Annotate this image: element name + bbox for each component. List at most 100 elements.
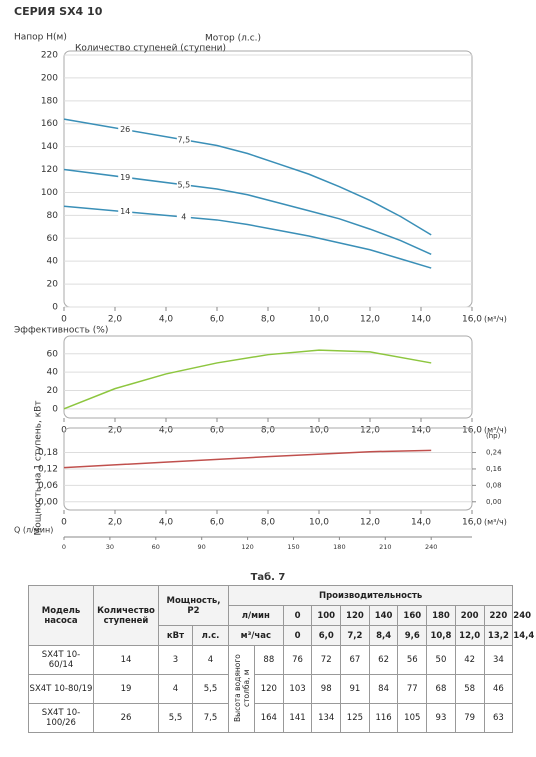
table-cell: 180 (426, 605, 456, 626)
table-cell: 9,6 (397, 625, 428, 646)
table-cell: 63 (483, 703, 514, 733)
table-cell: 116 (368, 703, 399, 733)
table-row: SX4T 10-80/19 19 4 5,5 120 103 98 91 84 77 68 58 46 (28, 674, 514, 704)
table-cell: 5,5 (158, 703, 193, 733)
table-cell: 140 (368, 605, 399, 626)
x-tick-label: 10,0 (309, 315, 329, 325)
table-cell: 0 (282, 625, 313, 646)
x2-tick-label: 30 (106, 543, 114, 551)
stages-label: 26 (120, 125, 130, 134)
table-cell: 6,0 (311, 625, 342, 646)
table-cell: 42 (454, 645, 485, 675)
motor-title: Мотор (л.с.) (205, 34, 261, 44)
table-cell: SX4T 10-100/26 (28, 703, 94, 733)
table-cell: 134 (311, 703, 342, 733)
y-tick-label: 20 (47, 280, 59, 290)
table-cell: 50 (426, 645, 456, 675)
y2-tick-label: 0,08 (486, 481, 502, 489)
stages-title: Количество ступеней (ступени) (75, 44, 226, 54)
x-tick-label: 16,0 (462, 518, 482, 528)
table-cell: 7,2 (340, 625, 370, 646)
y-tick-label: 60 (47, 234, 59, 244)
y-tick-label: 180 (41, 96, 58, 106)
x-tick-label: 14,0 (411, 426, 431, 436)
spec-table: Модель насоса Количество ступеней Мощность… (28, 585, 534, 733)
y-axis-label: Эффективность (%) (14, 326, 108, 336)
x2-tick-label: 240 (425, 543, 437, 551)
x-tick-label: 2,0 (108, 426, 123, 436)
table-row: кВт л.с. м³/час 0 6,0 7,2 8,4 9,6 10,8 12,0 13,2 14… (29, 625, 534, 646)
table-cell: 91 (340, 674, 370, 704)
label-bg (176, 179, 191, 190)
y-tick-label: 0 (52, 404, 58, 414)
y-tick-label: 60 (47, 349, 59, 359)
y2-axis-label: (hp) (486, 432, 501, 440)
table-cell: 77 (397, 674, 428, 704)
table-cell: 220 (483, 605, 514, 626)
page-title: СЕРИЯ SX4 10 (14, 5, 103, 18)
table-cell: SX4T 10-80/19 (28, 674, 94, 704)
x-tick-label: 2,0 (108, 315, 123, 325)
motor-label: 4 (181, 212, 186, 221)
table-cell: Производительность (227, 585, 514, 606)
table-cell: 46 (483, 674, 514, 704)
table-cell: 141 (282, 703, 313, 733)
y-tick-label: 140 (41, 142, 58, 152)
table-cell: 7,5 (192, 703, 229, 733)
table-cell: 79 (454, 703, 485, 733)
label-bg (118, 172, 133, 183)
head-label: Высота водяного столба, м (232, 653, 251, 722)
table-cell: 68 (426, 674, 456, 704)
y-tick-label: 0,12 (38, 464, 58, 474)
y2-tick-label: 0,00 (486, 498, 502, 506)
table-cell: 88 (254, 645, 284, 675)
table-cell: 3 (158, 645, 193, 675)
y-axis-label: Напор Н(м) (14, 33, 67, 43)
charts: СЕРИЯ SX4 10 020406080100120140160180200… (14, 5, 507, 580)
y-tick-label: 0 (52, 303, 58, 313)
x-tick-label: 8,0 (261, 315, 276, 325)
y-tick-label: 0,00 (38, 497, 58, 507)
x-tick-label: 2,0 (108, 518, 123, 528)
motor-label: 7,5 (177, 135, 190, 144)
curve (63, 168, 432, 255)
table-cell: 0 (282, 605, 313, 626)
y-tick-label: 200 (41, 73, 58, 83)
table-cell: 98 (311, 674, 342, 704)
table-cell: 103 (282, 674, 313, 704)
table-cell: 13,2 (483, 625, 514, 646)
x-tick-label: 4,0 (159, 315, 174, 325)
y-tick-label: 120 (41, 165, 58, 175)
x2-tick-label: 180 (333, 543, 345, 551)
table-cell: 62 (368, 645, 399, 675)
table-cell: 105 (397, 703, 428, 733)
table-cell: 14 (93, 645, 159, 675)
table-cell: 4 (192, 645, 229, 675)
x-tick-label: 8,0 (261, 426, 276, 436)
y-tick-label: 220 (41, 51, 58, 61)
x-tick-label: 4,0 (159, 518, 174, 528)
label-bg (176, 211, 191, 222)
table-cell: л/мин (228, 605, 284, 626)
table-cell: 5,5 (192, 674, 229, 704)
label-bg (176, 134, 191, 145)
stages-label: 19 (120, 173, 130, 182)
x2-axis-label: Q (л/мин) (14, 526, 53, 535)
table-cell: 10,8 (426, 625, 456, 646)
label-bg (118, 124, 133, 135)
x-unit: (м³/ч) (484, 426, 507, 435)
table-row: SX4T 10- 60/14 14 3 4 Высота водяного столба… (28, 645, 514, 733)
table-cell: 100 (311, 605, 342, 626)
table-cell: 125 (340, 703, 370, 733)
table-cell: 93 (426, 703, 456, 733)
x-tick-label: 4,0 (159, 426, 174, 436)
table-caption: Таб. 7 (251, 571, 286, 580)
table-cell: Высота водяного столба, м (228, 645, 255, 733)
table-cell: 56 (397, 645, 428, 675)
table-cell: 12,0 (454, 625, 485, 646)
y-tick-label: 40 (47, 368, 59, 378)
table-cell: 26 (93, 703, 159, 733)
table-cell: SX4T 10- 60/14 (28, 645, 94, 675)
table-cell: Количество ступеней (93, 585, 159, 646)
x-tick-label: 10,0 (309, 426, 329, 436)
